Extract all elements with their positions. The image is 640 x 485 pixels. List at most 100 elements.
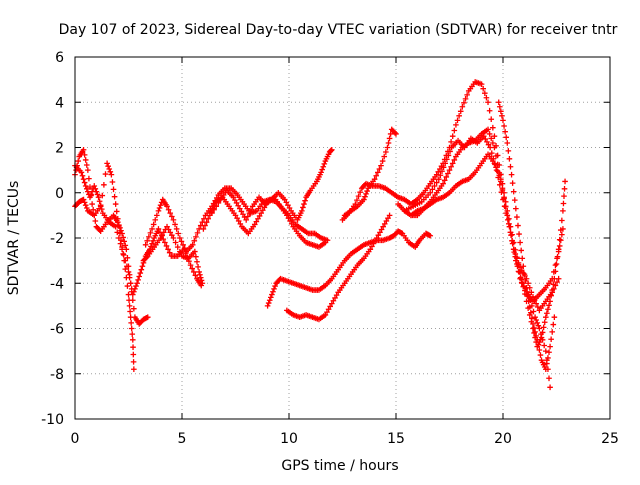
- data-point: [509, 238, 515, 244]
- data-point: [175, 230, 182, 237]
- data-point: [187, 262, 194, 268]
- data-point: [526, 304, 533, 310]
- data-point: [235, 218, 242, 224]
- y-tick-label: -2: [50, 231, 64, 247]
- data-point: [137, 270, 144, 276]
- data-point: [322, 239, 329, 246]
- data-point: [496, 103, 503, 110]
- data-point: [160, 236, 167, 242]
- data-point: [536, 325, 543, 332]
- data-point: [543, 348, 549, 354]
- data-point: [130, 351, 137, 358]
- data-point: [451, 127, 458, 134]
- data-point: [265, 300, 272, 306]
- data-point: [555, 275, 562, 282]
- data-point: [370, 240, 377, 247]
- data-point: [522, 278, 529, 284]
- data-point: [439, 168, 445, 175]
- data-point: [88, 191, 94, 198]
- axis-ticks: [74, 56, 611, 420]
- data-point: [105, 163, 111, 169]
- data-point: [385, 215, 391, 222]
- data-point: [127, 308, 133, 315]
- y-tick-label: -4: [50, 276, 64, 292]
- data-point: [478, 81, 485, 87]
- data-point: [541, 319, 548, 326]
- data-point: [429, 186, 436, 193]
- data-point: [539, 337, 546, 343]
- data-point: [180, 241, 186, 248]
- data-point: [520, 263, 527, 270]
- data-point: [264, 303, 271, 309]
- series-8: [264, 228, 434, 309]
- data-point: [543, 366, 549, 373]
- x-tick-label: 25: [601, 431, 619, 447]
- data-point: [236, 205, 243, 212]
- data-point: [482, 90, 488, 96]
- data-point: [447, 148, 453, 155]
- data-point: [436, 176, 442, 182]
- data-point: [486, 107, 493, 114]
- data-point: [80, 176, 87, 182]
- data-point: [132, 286, 138, 292]
- data-point: [533, 300, 539, 307]
- data-point: [381, 221, 388, 227]
- data-point: [284, 212, 290, 219]
- data-point: [199, 280, 206, 287]
- data-point: [271, 286, 277, 292]
- data-point: [551, 314, 558, 320]
- data-point: [547, 384, 553, 391]
- data-point: [459, 103, 466, 110]
- data-point: [427, 232, 434, 239]
- data-point: [551, 286, 557, 292]
- data-point: [355, 193, 362, 199]
- data-point: [515, 222, 521, 229]
- data-point: [172, 239, 179, 246]
- series-12: [395, 126, 566, 305]
- data-point: [557, 237, 564, 244]
- data-point: [286, 205, 293, 211]
- data-point: [531, 330, 537, 336]
- data-point: [498, 176, 504, 182]
- data-point: [191, 238, 198, 244]
- data-point: [379, 158, 386, 164]
- data-point: [211, 206, 217, 213]
- data-point: [536, 347, 543, 353]
- data-point: [205, 215, 212, 222]
- data-point: [502, 203, 509, 210]
- data-point: [155, 226, 162, 232]
- data-point: [329, 300, 335, 307]
- data-point: [325, 306, 332, 313]
- y-tick-label: 6: [55, 50, 64, 66]
- data-point: [538, 331, 544, 337]
- y-axis-label: SDTVAR / TECUs: [6, 181, 22, 296]
- data-point: [256, 213, 263, 219]
- data-point: [531, 325, 537, 331]
- data-point: [383, 218, 390, 224]
- data-point: [493, 153, 499, 159]
- data-point: [129, 331, 136, 337]
- data-point: [127, 280, 134, 287]
- data-point: [560, 208, 566, 214]
- data-point: [122, 257, 129, 264]
- data-point: [173, 226, 180, 232]
- data-point: [122, 242, 129, 249]
- data-point: [124, 263, 130, 270]
- data-point: [501, 123, 507, 129]
- data-point: [112, 201, 119, 207]
- data-point: [517, 264, 523, 271]
- data-point: [449, 160, 456, 167]
- data-point: [487, 144, 493, 151]
- data-point: [165, 206, 172, 213]
- data-point: [117, 240, 124, 247]
- data-point: [354, 197, 360, 203]
- data-point: [498, 189, 505, 195]
- data-point: [378, 226, 385, 233]
- data-point: [493, 164, 499, 171]
- data-point: [373, 235, 380, 241]
- data-point: [505, 148, 512, 154]
- data-point: [237, 221, 244, 227]
- data-point: [427, 189, 434, 196]
- data-point: [127, 314, 134, 320]
- data-point: [437, 172, 444, 179]
